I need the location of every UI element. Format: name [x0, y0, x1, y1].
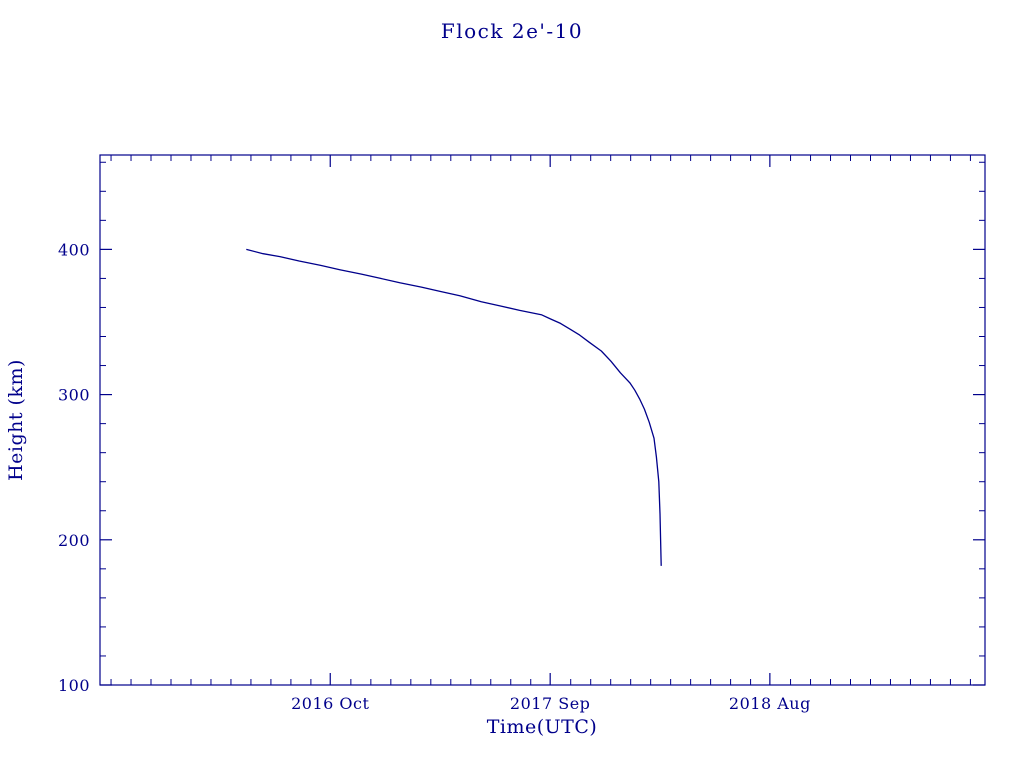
chart-title: Flock 2e'-10 — [441, 19, 583, 43]
series-line-satellite-height — [246, 248, 662, 566]
plot-frame — [99, 154, 986, 686]
y-axis-label: Height (km) — [5, 359, 27, 481]
x-tick-label: 2017 Sep — [510, 694, 590, 713]
axes-layer: 2016 Oct 2017 Sep 2018 Aug 100 200 300 400 — [58, 154, 986, 713]
data-series-layer — [246, 248, 662, 566]
y-tick-label: 200 — [58, 531, 90, 550]
y-tick-label: 100 — [58, 676, 90, 695]
x-tick-label: 2016 Oct — [291, 694, 369, 713]
y-tick-label: 400 — [58, 240, 90, 259]
x-tick-label: 2018 Aug — [729, 694, 811, 713]
y-tick-label: 300 — [58, 386, 90, 405]
x-axis-label: Time(UTC) — [487, 716, 598, 738]
